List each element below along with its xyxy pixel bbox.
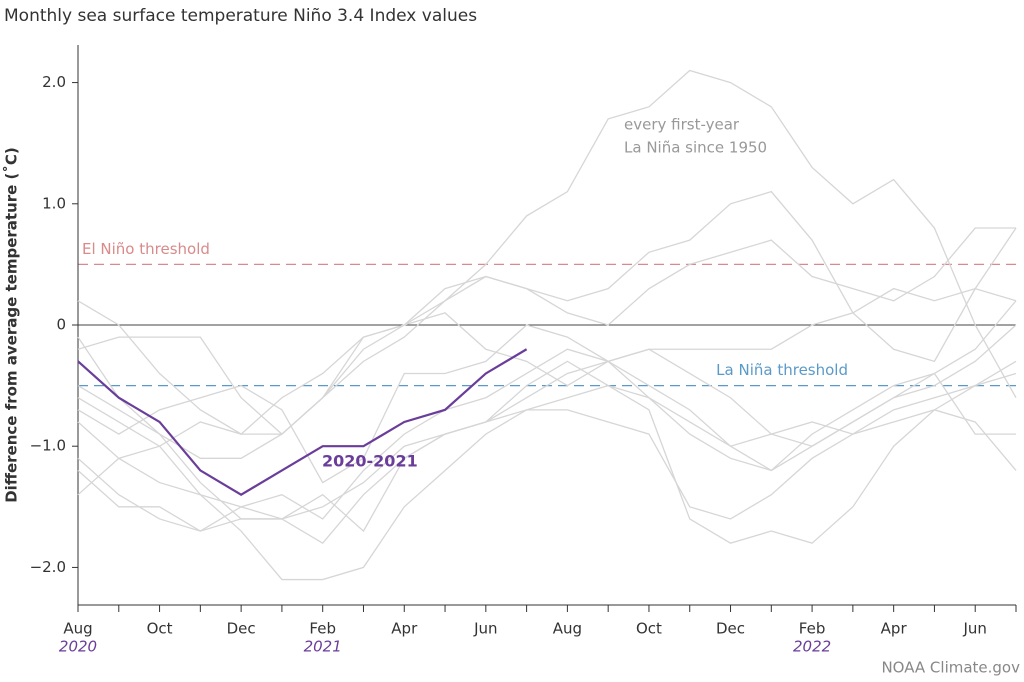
threshold-label: La Niña threshold (716, 361, 848, 379)
x-tick-label: Apr (391, 620, 418, 638)
background-line (77, 360, 1017, 581)
x-tick-label: Oct (636, 620, 662, 638)
x-tick-label: Aug (553, 620, 582, 638)
series-label: 2020-2021 (322, 452, 418, 471)
x-year-label: 2020 (59, 638, 97, 656)
x-tick-label: Oct (147, 620, 173, 638)
x-year-label: 2022 (793, 638, 831, 656)
x-tick-label: Jun (473, 620, 497, 638)
annotation: every first-year (624, 116, 740, 134)
background-line (77, 360, 1017, 533)
x-tick-label: Dec (716, 620, 745, 638)
background-line (77, 190, 1017, 435)
x-tick-label: Aug (63, 620, 92, 638)
background-line (77, 227, 1016, 435)
x-tick-label: Dec (227, 620, 256, 638)
annotation: La Niña since 1950 (624, 139, 767, 157)
background-line (77, 69, 1017, 459)
x-tick-label: Jun (962, 620, 986, 638)
x-tick-label: Feb (309, 620, 336, 638)
source: NOAA Climate.gov (881, 659, 1020, 677)
y-axis-label: Difference from average temperature (˚C) (3, 147, 21, 503)
chart-title: Monthly sea surface temperature Niño 3.4… (4, 6, 477, 26)
x-tick-label: Apr (881, 620, 908, 638)
y-tick-label: 2.0 (42, 73, 66, 91)
background-line (77, 348, 1016, 532)
y-tick-label: 1.0 (42, 194, 66, 212)
x-year-label: 2021 (304, 638, 342, 656)
y-tick-label: −1.0 (30, 437, 66, 455)
series-line (77, 348, 528, 496)
x-tick-label: Feb (799, 620, 826, 638)
y-tick-label: −2.0 (30, 558, 66, 576)
y-tick-label: 0 (56, 316, 66, 334)
background-line (77, 409, 1017, 545)
threshold-label: El Niño threshold (82, 240, 210, 258)
